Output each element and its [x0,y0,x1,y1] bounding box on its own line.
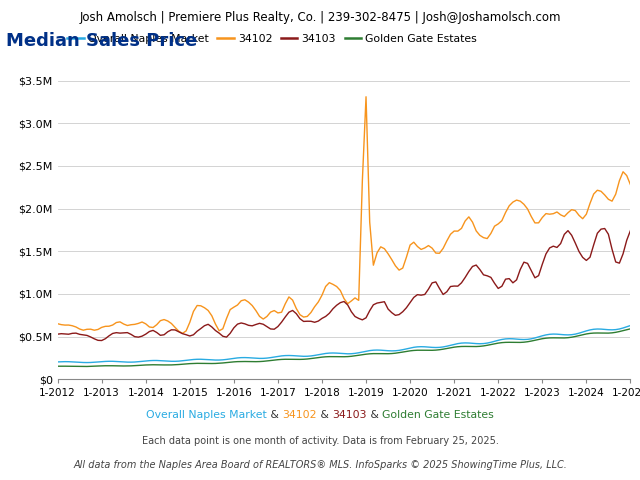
Text: 34102: 34102 [282,410,317,420]
Legend: Overall Naples Market, 34102, 34103, Golden Gate Estates: Overall Naples Market, 34102, 34103, Gol… [63,30,481,48]
Text: Golden Gate Estates: Golden Gate Estates [382,410,494,420]
Text: 34103: 34103 [332,410,367,420]
Text: Median Sales Price: Median Sales Price [6,33,198,50]
Text: &: & [367,410,382,420]
Text: Overall Naples Market: Overall Naples Market [146,410,267,420]
Text: Josh Amolsch | Premiere Plus Realty, Co. | 239-302-8475 | Josh@Joshamolsch.com: Josh Amolsch | Premiere Plus Realty, Co.… [79,12,561,24]
Text: &: & [317,410,332,420]
Text: Each data point is one month of activity. Data is from February 25, 2025.: Each data point is one month of activity… [141,436,499,445]
Text: &: & [267,410,282,420]
Text: All data from the Naples Area Board of REALTORS® MLS. InfoSparks © 2025 ShowingT: All data from the Naples Area Board of R… [73,460,567,469]
